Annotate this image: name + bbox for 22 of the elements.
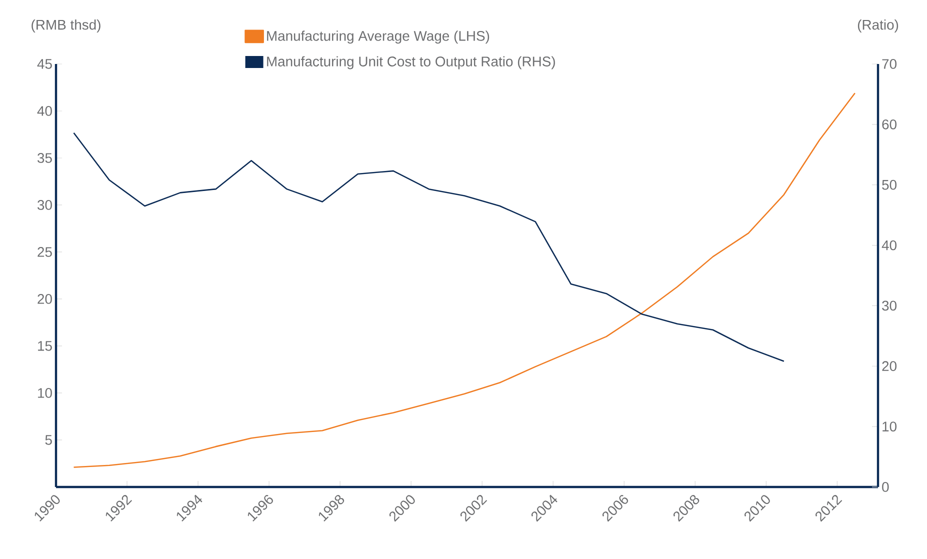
y-tick-label: 10	[38, 388, 52, 398]
y2-tick-label: 0	[882, 482, 889, 492]
y-tick-label: 45	[37, 59, 52, 69]
y2-tick-label: 50	[882, 180, 897, 190]
y-tick-label: 15	[38, 341, 52, 351]
legend-label: Manufacturing Unit Cost to Output Ratio (RHS)	[267, 56, 555, 70]
y2-axis-title: (Ratio)	[858, 19, 898, 32]
line-series	[73, 132, 785, 362]
y-tick-label: 30	[38, 200, 52, 210]
y2-tick-label: 40	[882, 240, 897, 250]
legend-label: Manufacturing Average Wage (LHS)	[267, 30, 490, 44]
y-tick-label: 40	[37, 106, 52, 116]
y-axis-title: (RMB thsd)	[32, 19, 100, 32]
y-tick-label: 20	[38, 294, 52, 304]
y-tick-label: 5	[45, 435, 52, 445]
y2-tick-label: 60	[882, 119, 897, 130]
y2-tick-label: 30	[882, 300, 897, 311]
y-tick-label: 25	[38, 247, 52, 257]
y2-tick-label: 20	[882, 361, 897, 372]
y2-tick-label: 70	[882, 59, 897, 69]
y2-tick-label: 10	[882, 422, 897, 432]
y-tick-label: 35	[38, 153, 52, 163]
